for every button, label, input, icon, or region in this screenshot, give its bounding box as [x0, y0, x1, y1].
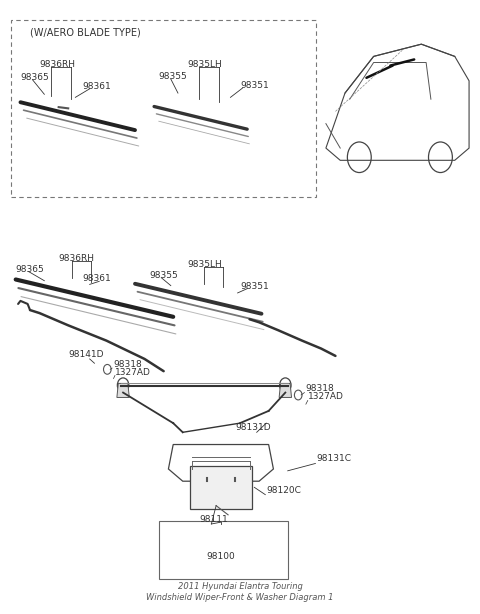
Text: 98361: 98361 — [83, 82, 111, 91]
Text: 98365: 98365 — [21, 72, 49, 82]
Text: 98365: 98365 — [16, 265, 45, 274]
Text: 9836RH: 9836RH — [39, 60, 75, 69]
Polygon shape — [279, 383, 291, 397]
Text: 9836RH: 9836RH — [59, 254, 95, 263]
Polygon shape — [117, 383, 129, 397]
Text: 9835LH: 9835LH — [188, 260, 222, 269]
Text: 2011 Hyundai Elantra Touring
Windshield Wiper-Front & Washer Diagram 1: 2011 Hyundai Elantra Touring Windshield … — [146, 582, 334, 602]
Text: 98361: 98361 — [83, 274, 111, 283]
Text: 1327AD: 1327AD — [308, 392, 344, 402]
Text: 9835LH: 9835LH — [188, 60, 222, 69]
Text: 98318: 98318 — [306, 384, 335, 394]
Text: 98355: 98355 — [149, 271, 178, 279]
Text: 98141D: 98141D — [68, 350, 104, 359]
Text: 98351: 98351 — [240, 81, 269, 90]
Text: 98351: 98351 — [240, 282, 269, 290]
Text: 1327AD: 1327AD — [115, 368, 151, 377]
Text: 98131D: 98131D — [235, 424, 271, 432]
Text: 98131C: 98131C — [316, 454, 351, 463]
Text: 98120C: 98120C — [266, 486, 301, 495]
Text: 98355: 98355 — [159, 72, 188, 81]
FancyBboxPatch shape — [190, 466, 252, 509]
Text: 98100: 98100 — [206, 552, 235, 561]
Text: 98111: 98111 — [199, 515, 228, 524]
Text: 98318: 98318 — [114, 360, 142, 369]
Text: (W/AERO BLADE TYPE): (W/AERO BLADE TYPE) — [30, 27, 141, 37]
